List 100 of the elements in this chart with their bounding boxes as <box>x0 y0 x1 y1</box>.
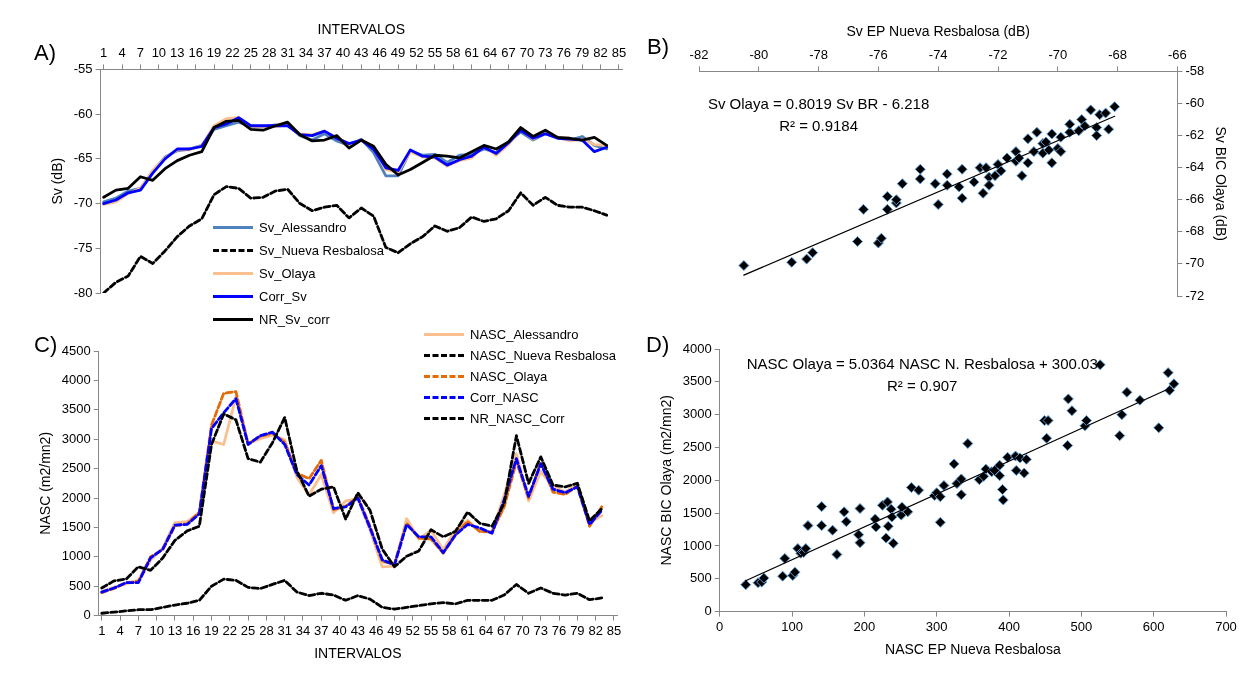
x-tick-label: 70 <box>519 45 535 61</box>
x-tick-label: 600 <box>1142 618 1165 634</box>
x-tick-label: 13 <box>167 622 183 638</box>
y-tick-label: -64 <box>1185 159 1205 175</box>
x-tick-label: 300 <box>925 618 948 634</box>
y-tick-label: 1000 <box>682 537 712 553</box>
y-tick-label: 0 <box>83 607 91 623</box>
x-tick-label: 64 <box>478 622 494 638</box>
x-tick-label: 37 <box>314 622 329 638</box>
chart-title: D) <box>646 332 670 358</box>
x-tick-label: 4 <box>116 622 124 638</box>
x-tick-label: 82 <box>593 45 608 61</box>
y-tick-label: 2000 <box>682 471 712 487</box>
y-tick-label: 0 <box>704 603 712 619</box>
x-tick-label: -72 <box>988 47 1008 63</box>
x-tick-label: -68 <box>1108 47 1128 63</box>
y-tick-label: -60 <box>73 105 93 121</box>
x-tick-label: 79 <box>574 45 590 61</box>
y-tick-label: -70 <box>1185 255 1205 271</box>
annotation: NASC Olaya = 5.0364 NASC N. Resbalosa + 300.03 <box>746 354 1098 372</box>
y-tick-label: 3000 <box>682 406 712 422</box>
x-tick-label: 43 <box>350 622 366 638</box>
x-tick-label: 55 <box>427 45 443 61</box>
chart-title: C) <box>34 332 58 358</box>
x-tick-label: 40 <box>332 622 347 638</box>
x-tick-label: 700 <box>1215 618 1237 634</box>
annotation: R² = 0.907 <box>887 376 958 394</box>
y-tick-label: -75 <box>73 239 93 255</box>
x-tick-label: 46 <box>368 622 384 638</box>
x-tick-label: 79 <box>570 622 585 638</box>
x-axis-title: Sv EP Nueva Resbalosa (dB) <box>846 23 1030 40</box>
y-tick-label: -65 <box>73 150 93 166</box>
x-tick-label: 100 <box>781 618 803 634</box>
line-series <box>102 185 609 293</box>
x-tick-label: 34 <box>298 45 314 61</box>
x-tick-label: 76 <box>551 622 567 638</box>
legend-label: NASC_Alessandro <box>470 327 579 342</box>
line-series <box>100 577 604 615</box>
x-tick-label: 85 <box>611 45 627 61</box>
x-tick-label: -74 <box>928 47 948 63</box>
x-tick-label: 25 <box>243 45 259 61</box>
x-tick-label: 61 <box>464 45 479 61</box>
x-tick-label: -66 <box>1168 47 1187 63</box>
y-tick-label: 3500 <box>61 401 91 417</box>
y-tick-label: 500 <box>69 577 91 593</box>
x-tick-label: 10 <box>151 45 167 61</box>
x-tick-label: 37 <box>317 45 332 61</box>
x-tick-label: 64 <box>482 45 498 61</box>
x-tick-label: 22 <box>222 622 238 638</box>
x-tick-label: 1 <box>98 622 106 638</box>
x-tick-label: 55 <box>423 622 439 638</box>
y-tick-label: -70 <box>73 195 93 211</box>
x-tick-label: -80 <box>749 47 769 63</box>
legend-label: Sv_Olaya <box>259 266 316 281</box>
x-tick-label: 34 <box>295 622 311 638</box>
y-axis-title: Sv BIC Olaya (dB) <box>1212 126 1229 241</box>
y-tick-label: 4000 <box>61 371 91 387</box>
x-tick-label: 500 <box>1070 618 1093 634</box>
x-tick-label: 67 <box>496 622 512 638</box>
x-tick-label: 67 <box>501 45 516 61</box>
x-tick-label: 19 <box>206 45 222 61</box>
y-tick-label: 500 <box>690 570 712 586</box>
y-axis-title: Sv (dB) <box>49 157 66 205</box>
legend-label: Corr_Sv <box>259 289 307 304</box>
x-tick-label: 58 <box>446 45 461 61</box>
x-tick-label: 1 <box>100 45 108 61</box>
x-tick-label: 49 <box>387 622 402 638</box>
x-tick-label: -82 <box>689 47 709 63</box>
y-tick-label: -80 <box>73 284 93 300</box>
x-tick-label: 0 <box>716 618 724 634</box>
y-tick-label: 4000 <box>682 340 712 356</box>
y-tick-label: -68 <box>1185 223 1205 239</box>
legend-label: Sv_Alessandro <box>259 220 347 235</box>
annotation: R² = 0.9184 <box>779 117 859 135</box>
x-tick-label: 16 <box>188 45 203 61</box>
x-tick-label: 31 <box>280 45 295 61</box>
x-tick-label: 200 <box>853 618 876 634</box>
x-tick-label: 25 <box>240 622 256 638</box>
y-tick-label: 2000 <box>61 489 91 505</box>
y-tick-label: -55 <box>73 60 93 76</box>
x-tick-label: 46 <box>372 45 387 61</box>
x-axis-title: INTERVALOS <box>317 21 405 38</box>
x-tick-label: 58 <box>442 622 457 638</box>
x-tick-label: 16 <box>186 622 201 638</box>
x-tick-label: 400 <box>998 618 1020 634</box>
x-tick-label: -78 <box>809 47 828 63</box>
x-tick-label: 70 <box>515 622 530 638</box>
x-tick-label: 10 <box>149 622 164 638</box>
x-tick-label: 52 <box>409 45 424 61</box>
x-tick-label: 7 <box>134 622 142 638</box>
annotation: Sv Olaya = 0.8019 Sv BR - 6.218 <box>707 95 930 113</box>
y-tick-label: 4500 <box>61 342 91 358</box>
y-tick-label: 3000 <box>61 430 91 446</box>
x-tick-label: 22 <box>225 45 240 61</box>
legend-label: NR_NASC_Corr <box>470 411 565 426</box>
y-axis-title: NASC (m2/mn2) <box>37 431 54 535</box>
x-tick-label: -76 <box>869 47 888 63</box>
y-tick-label: 2500 <box>61 460 91 476</box>
legend-label: NASC_Nueva Resbalosa <box>470 348 616 363</box>
legend-label: Corr_NASC <box>470 390 539 405</box>
